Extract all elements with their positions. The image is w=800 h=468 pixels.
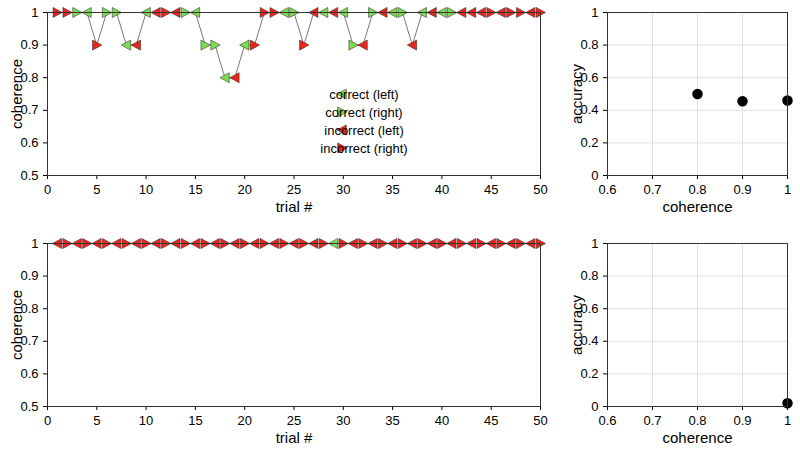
- svg-text:0.6: 0.6: [598, 413, 616, 428]
- svg-text:45: 45: [484, 413, 498, 428]
- svg-text:20: 20: [237, 413, 251, 428]
- svg-text:correct (left): correct (left): [329, 87, 398, 102]
- svg-text:0.9: 0.9: [733, 182, 751, 197]
- svg-text:25: 25: [287, 413, 301, 428]
- svg-text:0.6: 0.6: [580, 300, 599, 316]
- svg-text:0: 0: [591, 168, 598, 183]
- svg-text:incorrect (left): incorrect (left): [324, 123, 403, 138]
- svg-text:1: 1: [591, 236, 598, 251]
- svg-text:5: 5: [93, 182, 100, 197]
- svg-text:0.7: 0.7: [643, 413, 661, 428]
- svg-text:trial #: trial #: [276, 198, 313, 215]
- svg-text:0.6: 0.6: [598, 182, 616, 197]
- svg-text:0.9: 0.9: [20, 268, 38, 283]
- svg-text:15: 15: [188, 182, 202, 197]
- svg-text:accuracy: accuracy: [568, 63, 585, 124]
- svg-text:50: 50: [533, 413, 547, 428]
- svg-text:0.4: 0.4: [580, 333, 599, 349]
- svg-text:1: 1: [591, 5, 598, 20]
- svg-text:10: 10: [139, 182, 153, 197]
- svg-text:0: 0: [44, 182, 51, 197]
- svg-text:0.9: 0.9: [20, 37, 38, 52]
- svg-text:1: 1: [31, 5, 38, 20]
- svg-text:0.7: 0.7: [643, 182, 661, 197]
- svg-text:0.7: 0.7: [20, 333, 39, 349]
- svg-text:15: 15: [188, 413, 202, 428]
- svg-text:coherence: coherence: [8, 290, 25, 360]
- svg-text:0.8: 0.8: [580, 37, 598, 52]
- svg-text:0.4: 0.4: [580, 102, 599, 118]
- svg-text:coherence: coherence: [662, 429, 732, 446]
- svg-text:coherence: coherence: [662, 198, 732, 215]
- svg-text:0: 0: [44, 413, 51, 428]
- svg-text:0.8: 0.8: [688, 182, 706, 197]
- svg-text:0.8: 0.8: [20, 300, 39, 316]
- svg-text:10: 10: [139, 413, 153, 428]
- svg-text:0.8: 0.8: [688, 413, 706, 428]
- svg-text:35: 35: [385, 182, 399, 197]
- svg-text:35: 35: [385, 413, 399, 428]
- svg-text:coherence: coherence: [8, 59, 25, 129]
- svg-text:1: 1: [31, 236, 38, 251]
- svg-text:0.6: 0.6: [20, 366, 38, 381]
- svg-text:40: 40: [435, 182, 449, 197]
- svg-text:0.5: 0.5: [20, 399, 38, 414]
- svg-text:correct (right): correct (right): [325, 105, 402, 120]
- svg-text:0.7: 0.7: [20, 102, 39, 118]
- svg-text:0.2: 0.2: [580, 366, 598, 381]
- svg-text:0.8: 0.8: [580, 268, 598, 283]
- svg-text:5: 5: [93, 413, 100, 428]
- svg-text:25: 25: [287, 182, 301, 197]
- svg-text:0: 0: [591, 399, 598, 414]
- svg-text:0.6: 0.6: [580, 69, 599, 85]
- svg-text:30: 30: [336, 413, 350, 428]
- svg-text:0.9: 0.9: [733, 413, 751, 428]
- svg-text:1: 1: [784, 182, 791, 197]
- svg-text:45: 45: [484, 182, 498, 197]
- svg-text:0.8: 0.8: [20, 69, 39, 85]
- svg-text:20: 20: [237, 182, 251, 197]
- svg-text:50: 50: [533, 182, 547, 197]
- svg-text:40: 40: [435, 413, 449, 428]
- svg-text:incorrect (right): incorrect (right): [320, 141, 407, 156]
- svg-text:accuracy: accuracy: [568, 294, 585, 355]
- svg-text:0.6: 0.6: [20, 135, 38, 150]
- svg-text:1: 1: [784, 413, 791, 428]
- svg-text:trial #: trial #: [276, 429, 313, 446]
- svg-text:0.5: 0.5: [20, 168, 38, 183]
- svg-text:0.2: 0.2: [580, 135, 598, 150]
- svg-text:30: 30: [336, 182, 350, 197]
